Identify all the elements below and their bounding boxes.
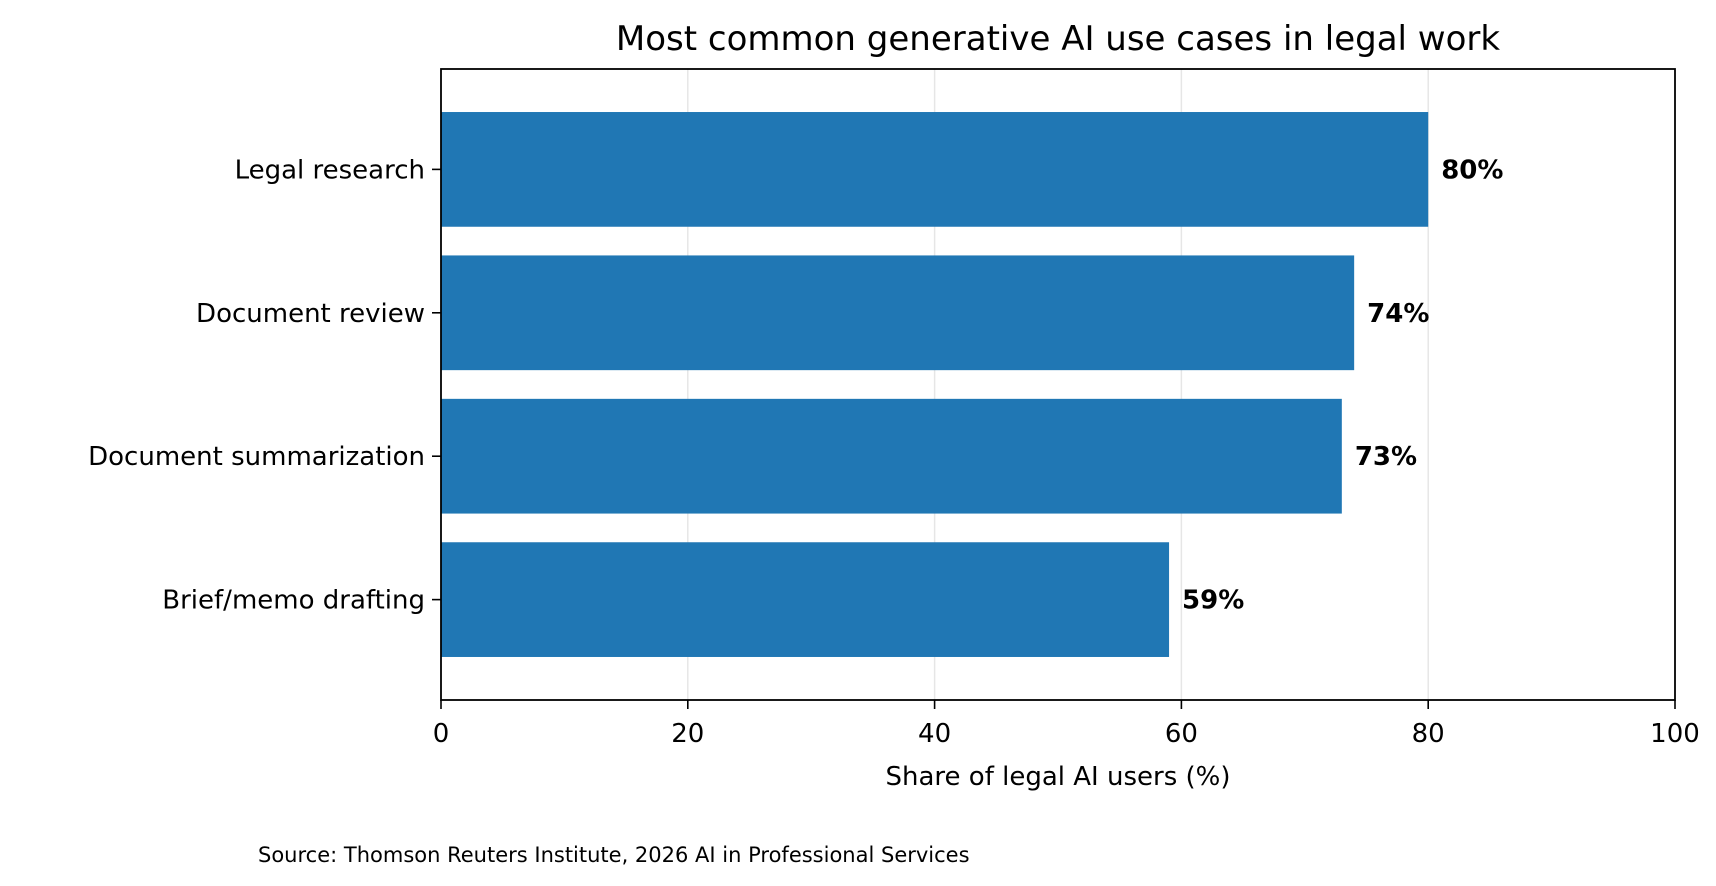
bar-value-label: 80% <box>1441 155 1503 185</box>
bars: 80% 74% 73% 59% <box>441 112 1503 657</box>
x-tick-label: 80 <box>1412 719 1445 749</box>
x-tick-label: 100 <box>1650 719 1700 749</box>
bar <box>441 112 1429 227</box>
bar <box>441 542 1170 657</box>
axis-ticks: 0 20 40 60 80 100 Legal research Document revie… <box>88 155 1700 749</box>
y-tick-label: Document summarization <box>88 442 425 472</box>
bar-value-label: 74% <box>1367 299 1429 329</box>
x-tick-label: 20 <box>671 719 704 749</box>
bar <box>441 255 1355 371</box>
y-tick-label: Legal research <box>235 155 425 185</box>
y-tick-label: Brief/memo drafting <box>162 586 425 616</box>
chart-title: Most common generative AI use cases in l… <box>616 19 1500 59</box>
x-tick-label: 0 <box>433 719 450 749</box>
x-tick-label: 40 <box>918 719 951 749</box>
bar <box>441 398 1342 514</box>
y-tick-label: Document review <box>196 299 425 329</box>
x-axis-label: Share of legal AI users (%) <box>886 762 1231 792</box>
x-tick-label: 60 <box>1165 719 1198 749</box>
plot-frame <box>440 68 1676 701</box>
bar-value-label: 59% <box>1182 586 1244 616</box>
source-note: Source: Thomson Reuters Institute, 2026 … <box>258 843 970 867</box>
bar-value-label: 73% <box>1355 442 1417 472</box>
